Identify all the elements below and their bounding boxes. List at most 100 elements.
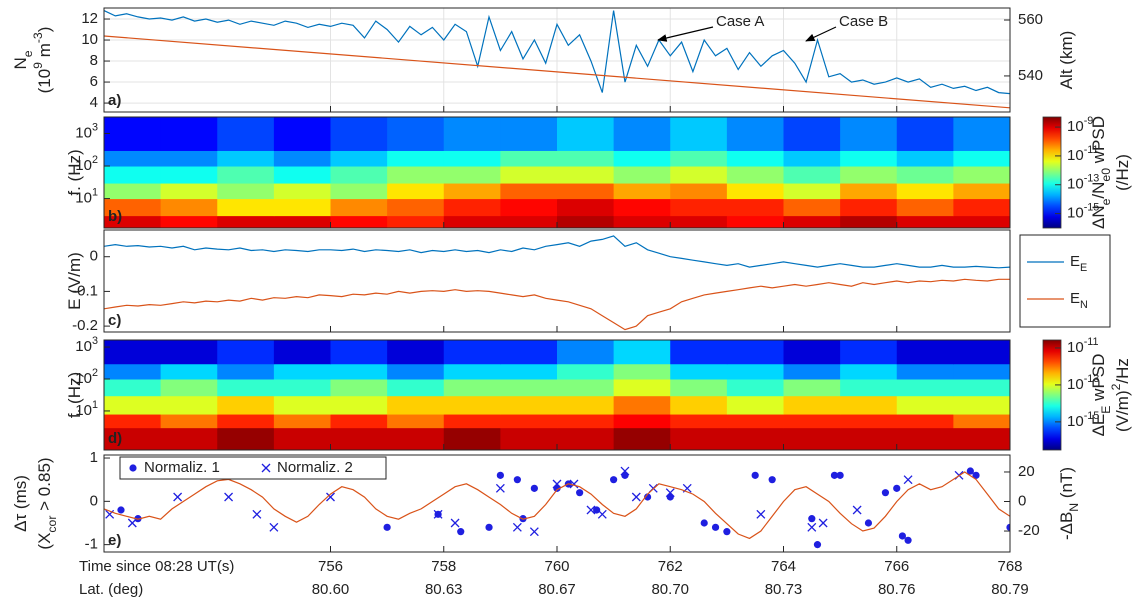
heat-cell	[273, 363, 331, 380]
y-tick-label: 8	[90, 52, 98, 69]
x-stroke	[433, 509, 443, 519]
x-marker	[173, 492, 183, 502]
x-stroke	[631, 492, 641, 502]
heat-cell	[160, 395, 218, 415]
y-tick-label: 0	[90, 492, 98, 509]
heat-cell	[613, 117, 671, 151]
x-marker	[586, 505, 596, 515]
legend-swatch	[261, 463, 271, 473]
lat-tick-label: 80.60	[312, 581, 350, 598]
series-line	[104, 278, 1010, 331]
heat-cell	[840, 150, 898, 167]
heat-cell	[783, 215, 841, 228]
heat-cell	[104, 340, 162, 365]
heat-cell	[670, 378, 728, 397]
y-tick-label: 6	[90, 73, 98, 90]
heat-cell	[613, 414, 671, 429]
heat-cell	[557, 427, 615, 450]
annotation: Case B	[839, 13, 888, 30]
heat-cell	[104, 395, 162, 415]
series-line	[104, 35, 1010, 109]
heat-cell	[840, 166, 898, 184]
heat-cell	[443, 340, 501, 365]
y-tick-label: 4	[90, 94, 98, 111]
heat-cell	[613, 166, 671, 184]
heat-cell	[783, 414, 841, 429]
heat-cell	[783, 166, 841, 184]
heat-cell	[273, 183, 331, 200]
heat-cell	[387, 363, 445, 380]
heat-cell	[613, 395, 671, 415]
heat-cell	[104, 183, 162, 200]
x-marker	[450, 518, 460, 528]
heat-cell	[896, 150, 954, 167]
heat-cell	[217, 117, 275, 151]
heat-cell	[160, 215, 218, 228]
heat-cell	[783, 340, 841, 365]
x-tick-label: 758	[431, 558, 456, 575]
heat-cell	[104, 427, 162, 450]
heat-cell	[613, 363, 671, 380]
dot-marker	[530, 484, 538, 492]
heat-cell	[500, 414, 558, 429]
heat-cell	[840, 395, 898, 415]
dot-marker	[383, 523, 391, 531]
annotation-arrow	[805, 26, 837, 42]
heat-cell	[160, 427, 218, 450]
heat-cell	[726, 414, 784, 429]
y-axis-title: E (V/m)	[65, 252, 84, 310]
x-marker	[495, 483, 505, 493]
dot-marker	[610, 476, 618, 484]
heat-cell	[104, 166, 162, 184]
heat-cell	[500, 198, 558, 217]
colorbar	[1042, 339, 1062, 451]
y-tick-label: 101	[75, 186, 98, 206]
x-axis-title: Time since 08:28 UT(s)	[79, 558, 234, 575]
y-tick-label: 1	[90, 449, 98, 466]
heat-cell	[896, 378, 954, 397]
heat-cell	[443, 166, 501, 184]
heat-cell	[726, 395, 784, 415]
heat-cell	[670, 340, 728, 365]
lat-tick-label: 80.63	[425, 581, 463, 598]
heat-cell	[500, 395, 558, 415]
series-line	[104, 235, 1010, 269]
heat-cell	[104, 198, 162, 217]
legend-label: EE	[1070, 253, 1087, 274]
dot-marker	[836, 471, 844, 479]
heat-cell	[330, 378, 388, 397]
heat-cell	[387, 427, 445, 450]
heat-cell	[104, 363, 162, 380]
dot-marker	[808, 515, 816, 523]
x-tick-label: 760	[544, 558, 569, 575]
heat-cell	[387, 378, 445, 397]
heat-cell	[953, 150, 1010, 167]
heat-cell	[557, 414, 615, 429]
x-tick-label: 762	[658, 558, 683, 575]
heat-cell	[500, 378, 558, 397]
heat-cell	[160, 117, 218, 151]
panel-label: b)	[108, 208, 122, 225]
y2-tick-label: 0	[1018, 492, 1026, 509]
x-marker	[224, 492, 234, 502]
heat-cell	[387, 198, 445, 217]
x-stroke	[512, 522, 522, 532]
heat-cell	[387, 340, 445, 365]
dot-marker	[768, 476, 776, 484]
y-tick-label: 102	[75, 154, 98, 174]
x-marker	[818, 518, 828, 528]
heat-cell	[273, 340, 331, 365]
x-marker	[252, 509, 262, 519]
heat-cell	[557, 198, 615, 217]
heat-cell	[443, 363, 501, 380]
x-stroke	[807, 522, 817, 532]
panel-label: d)	[108, 430, 122, 447]
y-tick-label: 103	[75, 335, 98, 355]
heat-cell	[726, 363, 784, 380]
legend-label: Normaliz. 1	[144, 459, 220, 476]
dot-marker	[485, 523, 493, 531]
y2-tick-label: 540	[1018, 67, 1043, 84]
heat-cell	[613, 340, 671, 365]
heat-cell	[500, 166, 558, 184]
